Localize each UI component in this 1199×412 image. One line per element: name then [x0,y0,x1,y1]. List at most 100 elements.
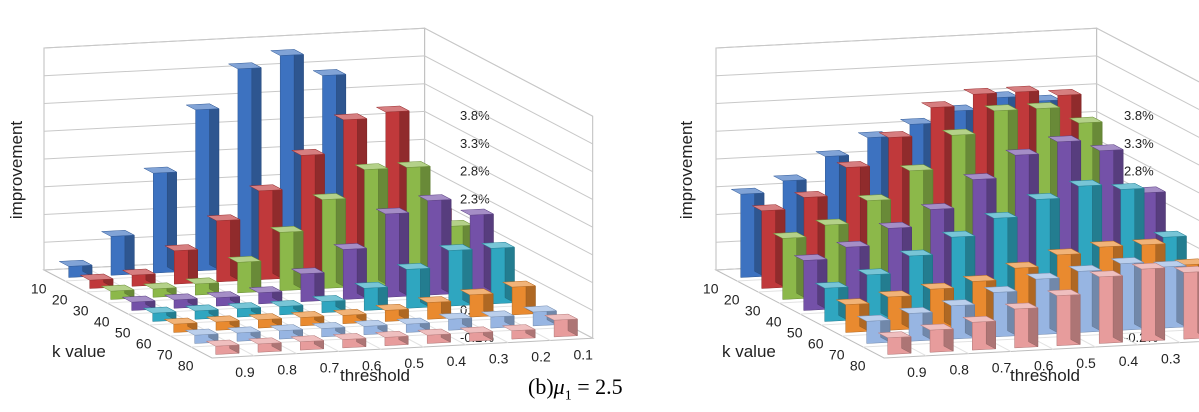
bar [248,184,284,280]
chart-left: 3.8%3.3%2.8%2.3%1.8%1.3%0.8%0.3%-0.2%102… [7,27,595,385]
bar-top [311,295,347,302]
bar-top [772,232,807,239]
bar-top [226,302,262,310]
bar-top [1067,265,1103,272]
bar-top [311,193,347,200]
bar-top [416,328,452,336]
bar [311,294,347,313]
k-tick-label: 70 [829,347,845,363]
bar-top [205,291,241,299]
bar-top [375,105,411,113]
bar-top [878,131,913,138]
caption-symbol: μ [553,374,565,399]
bar-top [1004,148,1040,156]
x-axis-title: k value [722,342,776,361]
bar-front [1183,271,1199,340]
k-tick-label: 40 [766,314,782,330]
bar-top [1047,135,1082,143]
k-tick-label: 30 [73,303,89,319]
bar [459,326,494,342]
bar-top [961,315,997,323]
k-tick-label: 30 [745,303,761,319]
bar-top [353,281,389,289]
bar-top [1131,238,1167,246]
bar-top [920,203,955,210]
bar [480,310,516,329]
bar-top [290,148,326,156]
bar-top [396,263,431,270]
bar-top [543,313,579,321]
bar-top [1004,302,1039,310]
bar [205,339,240,355]
bar [58,259,93,278]
bar-side [1112,270,1123,343]
bar-top [184,304,220,312]
bar [290,267,326,302]
bar-top [395,317,431,325]
bar-top [1068,116,1104,124]
gridline [43,27,593,117]
bar-top [121,268,157,276]
threshold-tick-label: 0.6 [1034,357,1054,373]
bar [269,225,305,291]
bar-top [121,295,156,303]
bar-top [772,174,808,182]
gridline [715,55,1199,111]
bar-top [79,273,114,281]
bar [1131,262,1166,342]
bar-top [184,277,220,285]
bar [961,315,997,351]
bar-top [227,255,262,263]
bar [375,207,410,298]
floor-grid [127,293,509,315]
bar-top [290,311,325,318]
bar-top [1068,179,1103,187]
bar-top [941,128,977,136]
threshold-tick-label: 0.6 [362,357,382,373]
bar-side [187,244,198,284]
bar [163,244,199,285]
bar-top [1088,270,1124,278]
bar-top [941,230,976,238]
gridline [43,110,593,200]
bar [877,331,912,355]
z-tick-label: 3.3% [1124,136,1154,151]
bar-top [1004,261,1040,269]
bar-top [374,330,410,338]
bar-side [1028,302,1039,348]
bar [269,48,305,267]
bar-top [269,300,304,307]
bar [396,262,431,309]
bar [332,332,367,349]
bar-top [184,328,219,336]
bar-top [312,69,347,76]
bar-top [1173,266,1199,273]
bar [121,268,157,287]
threshold-tick-label: 0.1 [574,346,594,362]
bar-top [206,214,241,222]
bar-top [919,282,955,290]
bar-top [205,339,240,347]
bar-top [856,314,891,322]
bar [247,337,283,353]
bar-top [311,322,346,329]
bar-top [877,290,913,298]
bar-top [374,303,410,311]
k-tick-label: 10 [703,281,719,297]
bar-side [124,229,135,275]
bar-top [793,254,828,261]
bar-top [940,299,976,307]
threshold-tick-label: 0.2 [531,349,551,365]
bar-top [247,337,283,345]
gridline [43,55,593,145]
bar-top [163,293,199,301]
floor-grid [148,304,530,326]
bar-top [333,113,368,121]
bar-top [835,240,871,248]
bar [374,303,410,322]
k-tick-label: 40 [94,314,110,330]
bar-top [983,104,1019,112]
z-tick-label: 3.3% [460,136,490,151]
bar-top [269,49,305,56]
